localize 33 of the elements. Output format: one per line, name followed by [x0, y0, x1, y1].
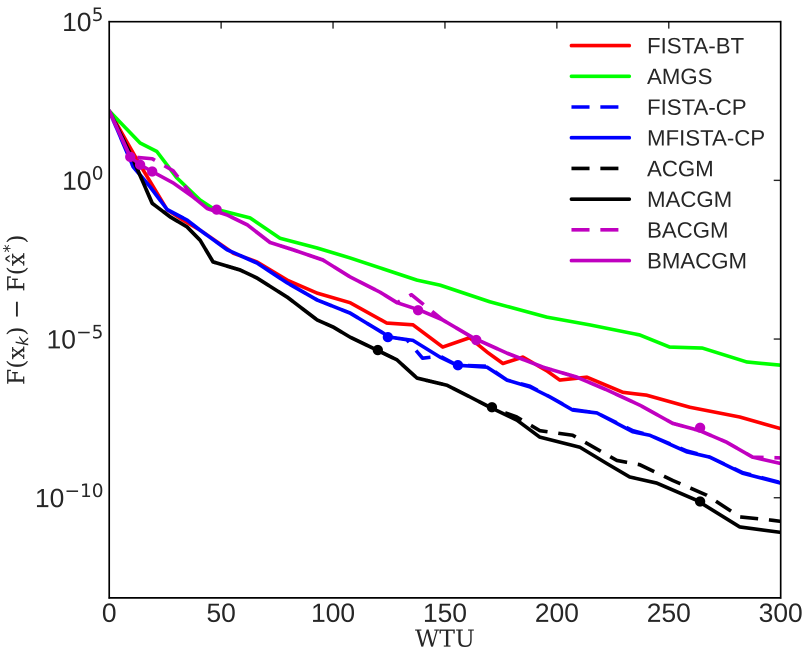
x-tick-label: 200	[536, 603, 578, 622]
y-axis-title: F(x$_{k}$) − F(x̂$^{*}$)	[3, 236, 28, 384]
x-tick-label: 0	[102, 603, 116, 622]
legend-label: BACGM	[648, 222, 727, 238]
legend-label: BMACGM	[648, 252, 746, 269]
y-tick-label: 10$^{−10}$	[36, 483, 102, 508]
point	[486, 402, 498, 412]
point	[212, 204, 222, 215]
x-tick-label: 300	[760, 603, 802, 622]
legend-label: MACGM	[648, 191, 730, 208]
point	[694, 422, 706, 433]
point	[412, 305, 424, 316]
y-tick-label: 10$^{5}$	[64, 7, 102, 32]
x-tick-label: 150	[424, 603, 466, 622]
point	[147, 166, 158, 177]
point	[134, 160, 146, 170]
point	[372, 344, 383, 356]
y-tick-label: 10$^{0}$	[64, 166, 102, 190]
point	[471, 334, 482, 346]
legend-label: ACGM	[647, 160, 712, 176]
x-tick-label: 100	[313, 603, 354, 622]
point	[382, 332, 394, 342]
x-tick-label: 50	[208, 603, 235, 622]
y-tick-label: 10$^{−5}$	[48, 324, 102, 349]
legend-label: FISTA-BT	[648, 38, 744, 54]
legend-label: MFISTA-CP	[648, 130, 764, 146]
x-axis-title: WTU	[415, 629, 474, 647]
point	[452, 360, 464, 370]
point	[694, 496, 706, 507]
point	[125, 152, 136, 162]
x-tick-label: 250	[648, 603, 690, 622]
legend-label: AMGS	[647, 68, 712, 84]
legend-label: FISTA-CP	[648, 99, 746, 115]
